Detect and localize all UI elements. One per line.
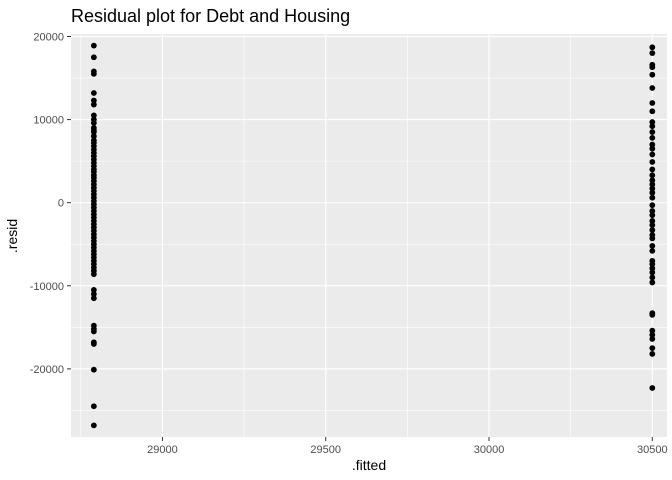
data-point: [649, 172, 656, 179]
y-tick-label: -20000: [30, 364, 64, 376]
data-point: [649, 327, 656, 334]
data-point: [649, 235, 656, 242]
data-point: [649, 247, 656, 254]
data-point: [649, 265, 656, 272]
data-point: [90, 271, 97, 278]
data-point: [649, 145, 656, 152]
data-point: [90, 54, 97, 61]
data-point: [649, 227, 656, 233]
data-point: [649, 261, 656, 268]
y-tick-label: 0: [58, 198, 64, 210]
data-point: [649, 181, 656, 188]
data-point: [649, 222, 656, 229]
x-axis: 29000 29500 30000 30500: [147, 437, 668, 456]
data-point: [90, 120, 97, 126]
data-point: [649, 44, 656, 51]
data-point: [649, 212, 656, 219]
data-point: [90, 129, 97, 135]
data-point: [649, 177, 656, 184]
data-point: [649, 141, 656, 148]
data-point: [649, 134, 656, 141]
data-point: [90, 101, 97, 108]
data-point: [90, 295, 97, 302]
data-point: [649, 194, 656, 201]
x-tick-label: 29500: [310, 444, 341, 456]
data-point: [90, 291, 97, 297]
x-axis-title: .fitted: [352, 457, 386, 473]
data-point: [90, 70, 97, 77]
data-point: [649, 123, 656, 130]
y-tick-label: -10000: [30, 281, 64, 293]
data-point: [90, 133, 97, 140]
data-point: [649, 151, 656, 158]
data-point: [90, 403, 97, 410]
x-tick-label: 30500: [637, 444, 668, 456]
data-point: [649, 336, 656, 342]
data-point: [649, 185, 656, 192]
data-point: [649, 119, 656, 125]
data-point: [649, 159, 656, 165]
data-point: [649, 351, 656, 357]
data-point: [649, 166, 656, 173]
plot-panel: [71, 34, 667, 437]
x-tick-label: 29000: [147, 444, 178, 456]
y-tick-label: 10000: [33, 115, 64, 127]
data-points: [90, 42, 656, 429]
data-point: [90, 366, 97, 373]
data-point: [649, 64, 656, 71]
data-point: [649, 242, 656, 249]
data-point: [649, 85, 656, 91]
data-point: [649, 50, 656, 57]
data-point: [90, 42, 97, 49]
chart-title: Residual plot for Debt and Housing: [71, 6, 350, 26]
data-point: [649, 218, 656, 224]
data-point: [649, 274, 656, 281]
data-point: [649, 108, 656, 115]
data-point: [649, 345, 656, 351]
data-point: [90, 328, 97, 335]
data-point: [649, 208, 656, 214]
minor-gridlines: [71, 34, 667, 437]
data-point: [649, 311, 656, 318]
data-point: [90, 90, 97, 96]
data-point: [649, 100, 656, 106]
data-point: [649, 189, 656, 196]
data-point: [649, 269, 656, 276]
data-point: [649, 129, 656, 135]
y-axis-title: .resid: [4, 219, 20, 253]
data-point: [90, 341, 97, 347]
data-point: [90, 112, 97, 119]
y-axis: -20000 -10000 0 10000 20000: [30, 31, 71, 376]
data-point: [649, 202, 656, 209]
data-point: [649, 71, 656, 78]
data-point: [649, 279, 656, 286]
x-tick-label: 30000: [474, 444, 505, 456]
data-point: [649, 331, 656, 338]
y-tick-label: 20000: [33, 31, 64, 43]
data-point: [90, 422, 97, 429]
data-point: [90, 97, 97, 104]
data-point: [649, 385, 656, 391]
data-point: [90, 287, 97, 293]
